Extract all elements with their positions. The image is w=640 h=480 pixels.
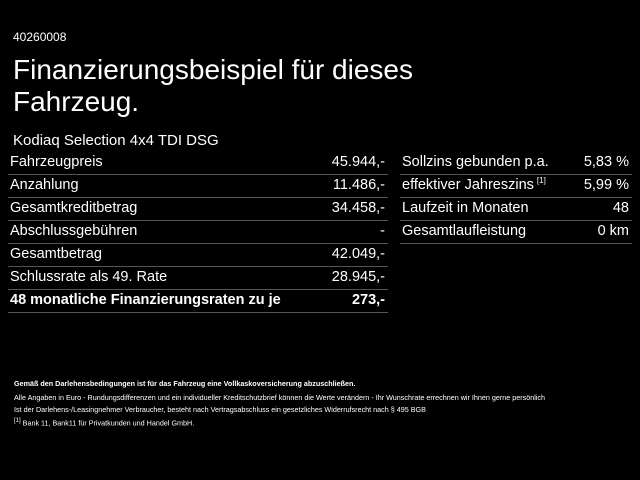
table-row: Anzahlung 11.486,- <box>8 174 388 198</box>
row-value: 28.945,- <box>331 269 385 285</box>
row-value: - <box>380 223 385 239</box>
table-row: effektiver Jahreszins [1] 5,99 % <box>400 174 632 198</box>
row-label: Gesamtbetrag <box>10 246 102 262</box>
row-label: Anzahlung <box>10 177 79 193</box>
row-label: effektiver Jahreszins [1] <box>402 176 546 193</box>
row-label: Sollzins gebunden p.a. <box>402 154 549 170</box>
title: Finanzierungsbeispiel für dieses <box>13 54 413 85</box>
table-row: Abschlussgebühren - <box>8 220 388 244</box>
footnote: [1] Bank 11, Bank11 für Privatkunden und… <box>14 418 194 427</box>
table-row: Schlussrate als 49. Rate 28.945,- <box>8 266 388 290</box>
row-value: 48 <box>612 200 629 216</box>
footnote-text: Bank 11, Bank11 für Privatkunden und Han… <box>22 418 195 428</box>
table-row: Gesamtlaufleistung 0 km <box>400 220 632 244</box>
row-label: Laufzeit in Monaten <box>402 200 529 216</box>
row-value: 34.458,- <box>331 200 385 216</box>
row-value: 11.486,- <box>332 177 385 193</box>
row-value: 0 km <box>597 223 629 239</box>
row-label: Gesamtlaufleistung <box>402 223 527 239</box>
row-label: 48 monatliche Finanzierungsraten zu je <box>10 292 281 308</box>
note: Ist der Darlehens-/Leasingnehmer Verbrau… <box>14 405 426 414</box>
table-row: Fahrzeugpreis 45.944,- <box>8 151 388 175</box>
id: 40260008 <box>13 30 67 44</box>
table-row: Gesamtkreditbetrag 34.458,- <box>8 197 388 221</box>
row-value: 5,83 % <box>583 154 629 170</box>
row-label: Schlussrate als 49. Rate <box>10 269 168 285</box>
row-value: 5,99 % <box>583 177 629 193</box>
note: Alle Angaben in Euro - Rundungsdifferenz… <box>14 393 545 402</box>
row-label: Gesamtkreditbetrag <box>10 200 138 216</box>
title: Fahrzeug. <box>13 86 140 117</box>
table-row: Gesamtbetrag 42.049,- <box>8 243 388 267</box>
row-value: 42.049,- <box>331 246 385 262</box>
table-row: 48 monatliche Finanzierungsraten zu je 27… <box>8 289 388 313</box>
table-row: Sollzins gebunden p.a. 5,83 % <box>400 151 632 175</box>
table-row: Laufzeit in Monaten 48 <box>400 197 632 221</box>
footnote-mark: [1] <box>536 176 546 185</box>
note: Gemäß den Darlehensbedingungen ist für d… <box>14 379 356 388</box>
row-label: Fahrzeugpreis <box>10 154 103 170</box>
row-value: 45.944,- <box>331 154 385 170</box>
row-value: 273,- <box>351 292 385 308</box>
model: Kodiaq Selection 4x4 TDI DSG <box>13 132 219 149</box>
footnote-mark: [1] <box>14 418 21 424</box>
row-label: Abschlussgebühren <box>10 223 138 239</box>
